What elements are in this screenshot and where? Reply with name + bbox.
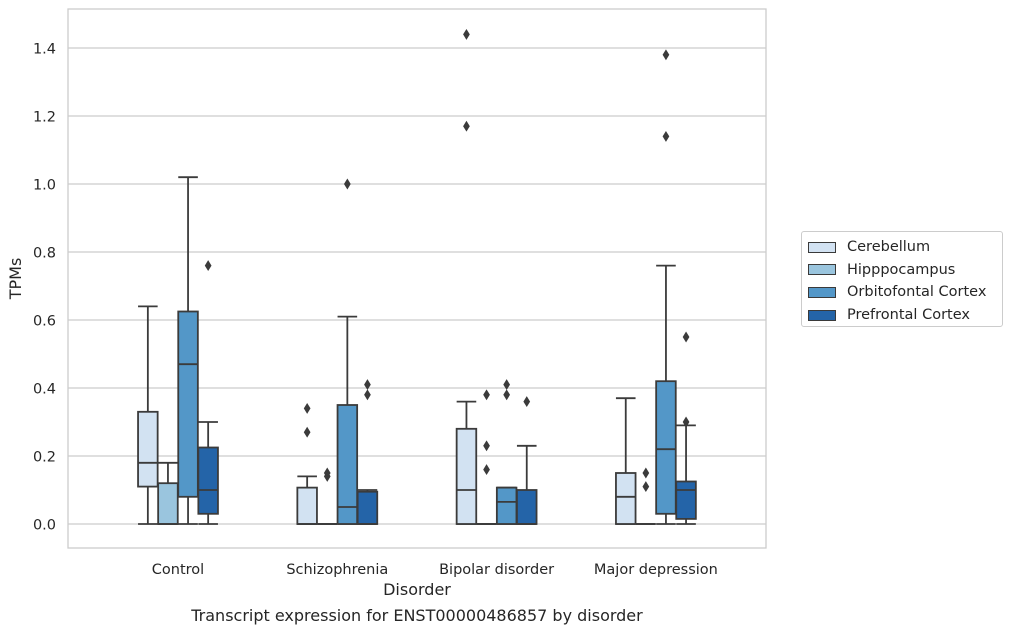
- box-2-1: [476, 389, 497, 525]
- box-1-0: [296, 402, 318, 525]
- outlier-point: [483, 440, 490, 452]
- box-iqr: [197, 446, 219, 515]
- box-iqr: [675, 480, 697, 520]
- outlier-point: [662, 49, 670, 61]
- box-iqr: [137, 410, 159, 488]
- y-tick-label: 0.0: [33, 518, 56, 534]
- box-iqr: [655, 380, 677, 515]
- box-iqr: [615, 472, 637, 525]
- outlier-point: [364, 389, 371, 401]
- outlier-point: [503, 389, 511, 401]
- box-iqr: [177, 310, 199, 498]
- legend-label-cerebellum: Cerebellum: [847, 239, 931, 256]
- x-tick-label: Control: [152, 562, 204, 578]
- legend-label-hippocampus: Hipppocampus: [847, 261, 956, 278]
- y-axis-label: TPMs: [6, 258, 25, 301]
- outlier-point: [323, 467, 331, 479]
- box-1-1: [317, 467, 338, 525]
- plot-frame: [67, 8, 767, 549]
- outlier-point: [463, 120, 470, 132]
- box-0-2: [177, 176, 199, 525]
- box-3-3: [675, 331, 697, 525]
- outlier-point: [204, 260, 212, 272]
- legend-swatch-prefrontal: [808, 309, 836, 321]
- y-tick-labels: 0.0 0.2 0.4 0.6 0.8 1.0 1.2 1.4: [33, 42, 56, 534]
- outlier-point: [483, 464, 490, 476]
- box-layer: [137, 28, 697, 525]
- legend-label-orbitofrontal: Orbitofontal Cortex: [847, 284, 987, 301]
- outlier-point: [682, 331, 690, 343]
- box-1-3: [356, 379, 379, 525]
- box-2-0: [455, 28, 478, 525]
- y-tick-label: 0.4: [33, 382, 56, 398]
- box-2-3: [516, 396, 538, 525]
- outlier-point: [364, 379, 371, 391]
- chart-caption: Transcript expression for ENST0000048685…: [191, 606, 643, 625]
- box-iqr: [455, 427, 478, 525]
- legend: Cerebellum Hipppocampus Orbitofontal Cor…: [801, 231, 1003, 327]
- y-tick-label: 0.2: [33, 450, 56, 466]
- outlier-point: [642, 481, 650, 493]
- y-tick-label: 1.4: [33, 42, 56, 58]
- box-iqr: [495, 486, 518, 525]
- outlier-point: [343, 178, 351, 190]
- y-tick-label: 1.2: [33, 110, 56, 126]
- box-iqr: [157, 482, 179, 525]
- legend-item-orbitofrontal: Orbitofontal Cortex: [808, 281, 1002, 304]
- box-3-0: [615, 397, 637, 525]
- legend-label-prefrontal: Prefrontal Cortex: [847, 307, 970, 324]
- outlier-point: [303, 426, 311, 438]
- x-tick-label: Bipolar disorder: [439, 562, 554, 578]
- box-1-2: [336, 178, 359, 525]
- x-tick-label: Major depression: [594, 562, 718, 578]
- legend-swatch-hippocampus: [808, 264, 836, 276]
- box-2-2: [495, 379, 518, 525]
- x-tick-label: Schizophrenia: [286, 562, 388, 578]
- outlier-point: [483, 389, 490, 401]
- box-iqr: [516, 489, 538, 525]
- outlier-point: [682, 416, 690, 428]
- y-tick-label: 0.8: [33, 246, 56, 262]
- legend-item-prefrontal: Prefrontal Cortex: [808, 304, 1002, 327]
- y-tick-label: 0.6: [33, 314, 56, 330]
- x-axis-label: Disorder: [383, 580, 451, 599]
- legend-item-cerebellum: Cerebellum: [808, 236, 1002, 259]
- box-3-2: [655, 49, 677, 525]
- outlier-point: [523, 396, 531, 408]
- y-tick-label: 1.0: [33, 178, 56, 194]
- box-iqr: [336, 404, 359, 525]
- box-3-1: [636, 467, 656, 525]
- box-0-0: [137, 305, 159, 525]
- box-0-3: [197, 260, 219, 525]
- outlier-point: [503, 379, 511, 391]
- legend-item-hippocampus: Hipppocampus: [808, 259, 1002, 282]
- x-tick-labels: Control Schizophrenia Bipolar disorder Majo…: [152, 562, 718, 578]
- outlier-point: [662, 130, 670, 142]
- outlier-point: [463, 28, 470, 40]
- box-iqr: [356, 490, 379, 525]
- box-iqr: [296, 486, 318, 525]
- box-0-1: [157, 461, 179, 525]
- outlier-point: [303, 402, 311, 414]
- legend-swatch-cerebellum: [808, 241, 836, 253]
- outlier-point: [642, 467, 650, 479]
- legend-swatch-orbitofrontal: [808, 286, 836, 298]
